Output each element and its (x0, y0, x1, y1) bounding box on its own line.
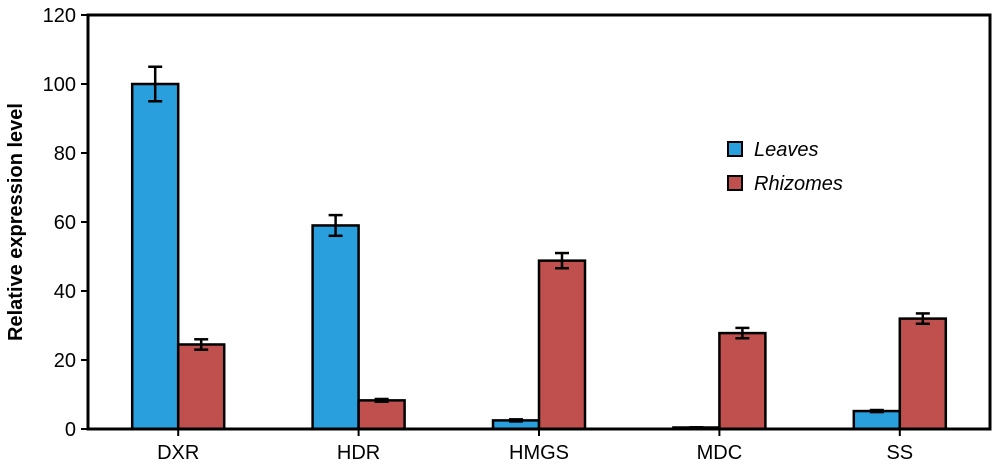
x-tick-label: HMGS (509, 442, 569, 464)
bar-leaves-dxr (130, 82, 180, 431)
x-tick-label: HDR (337, 442, 380, 464)
error-bar-rhizomes-hmgs (555, 251, 569, 270)
bar-rhizomes-hmgs (537, 259, 587, 431)
legend-item-leaves: Leaves (727, 139, 819, 161)
bar-leaves-ss (852, 409, 902, 431)
y-tick-label: 60 (54, 212, 76, 234)
bar-rhizomes-dxr (176, 343, 226, 431)
bar-rhizomes-hdr (357, 399, 406, 431)
error-bar-leaves-hdr (328, 213, 343, 238)
error-bar-rhizomes-dxr (194, 338, 209, 351)
error-bar-rhizomes-mdc (735, 326, 750, 340)
legend-swatch (727, 175, 743, 191)
y-tick-label: 0 (65, 419, 76, 441)
error-bar-leaves-hmgs (509, 418, 523, 423)
y-axis-label: Relative expression level (5, 103, 27, 341)
legend-item-rhizomes: Rhizomes (727, 173, 843, 195)
y-tick-label: 20 (54, 350, 76, 372)
x-tick-label: MDC (697, 442, 743, 464)
bar-rhizomes-ss (898, 317, 948, 431)
bar-rhizomes-mdc (718, 331, 767, 431)
error-bar-rhizomes-ss (915, 312, 930, 326)
bars (130, 82, 948, 431)
y-tick-label: 40 (54, 281, 76, 303)
legend-label: Rhizomes (754, 173, 843, 195)
error-bar-leaves-dxr (148, 65, 163, 103)
bar-leaves-hdr (311, 224, 360, 431)
x-axis-ticks: DXR HDR HMGS MDC SS (157, 429, 913, 464)
error-bar-leaves-ss (869, 408, 884, 414)
x-tick-label: SS (886, 442, 913, 464)
error-bar-rhizomes-hdr (374, 397, 389, 403)
legend: Leaves Rhizomes (727, 139, 843, 195)
y-tick-label: 100 (43, 74, 76, 96)
plot-frame (86, 13, 992, 431)
y-axis-ticks: 0 20 40 60 80 100 120 (43, 5, 88, 441)
x-tick-label: DXR (157, 442, 199, 464)
y-tick-label: 80 (54, 143, 76, 165)
error-bars (148, 65, 930, 430)
y-tick-label: 120 (43, 5, 76, 27)
legend-swatch (727, 141, 743, 157)
legend-label: Leaves (754, 139, 819, 161)
